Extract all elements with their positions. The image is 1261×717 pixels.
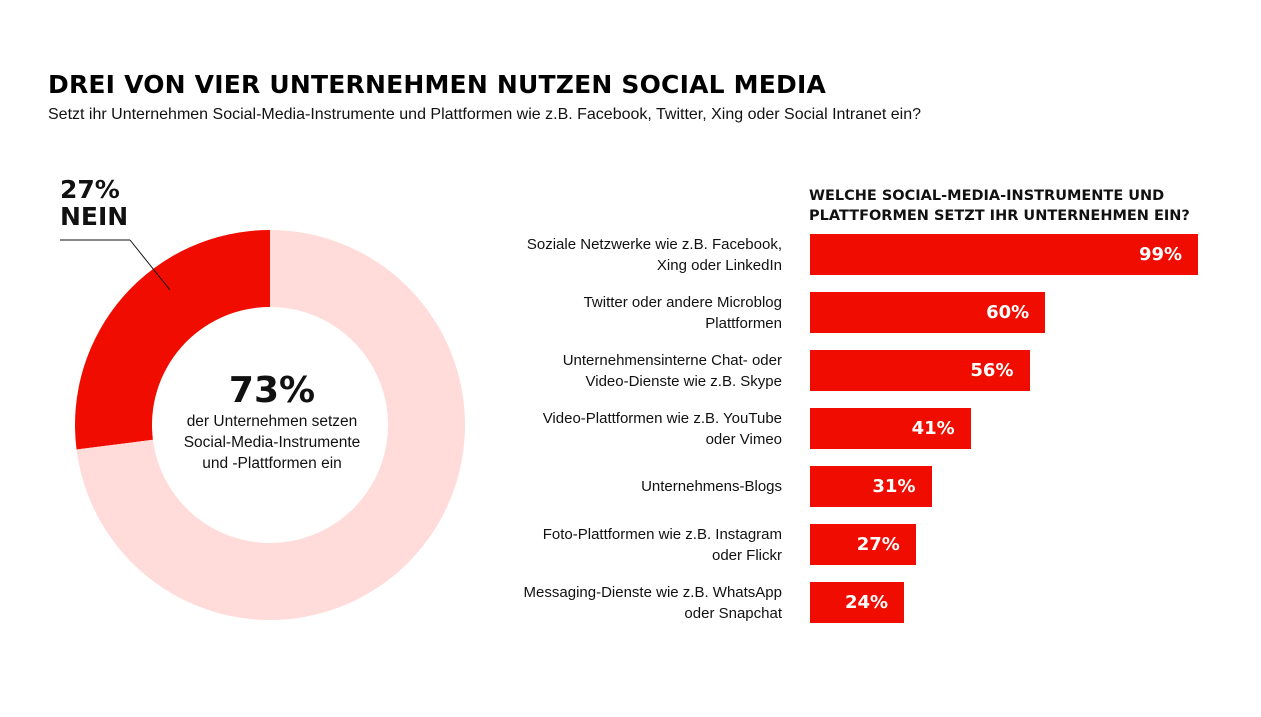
bar (810, 408, 971, 449)
bar (810, 466, 932, 507)
bar-category-label: Messaging-Dienste wie z.B. WhatsApp oder … (482, 582, 782, 624)
bar-value-label: 56% (970, 360, 1014, 381)
donut-slice-no (74, 230, 270, 450)
bar-category-line: oder Vimeo (705, 430, 782, 448)
bar-category-line: Plattformen (705, 314, 782, 332)
bar-value-label: 24% (845, 592, 889, 613)
bar-category-label: Unternehmens-Blogs (482, 476, 782, 497)
bar-category-line: Soziale Netzwerke wie z.B. Facebook, (526, 235, 782, 253)
bar-value-label: 60% (986, 302, 1030, 323)
bar-chart-title-line: PLATTFORMEN SETZT IHR UNTERNEHMEN EIN? (809, 208, 1190, 224)
bar (810, 292, 1046, 333)
bar-category-label: Twitter oder andere Microblog Plattformen (482, 292, 782, 334)
bar-category-line: Twitter oder andere Microblog (583, 293, 782, 311)
bar-category-line: Unternehmensinterne Chat- oder (562, 351, 782, 369)
bar-chart-title: WELCHE SOCIAL-MEDIA-INSTRUMENTE UND PLAT… (809, 186, 1229, 226)
bar (810, 234, 1199, 275)
no-share-value: 27% (60, 175, 120, 204)
donut-chart (74, 230, 465, 620)
bar-category-label: Video-Plattformen wie z.B. YouTube oder V… (482, 408, 782, 450)
bar-value-label: 27% (856, 534, 900, 555)
bar-category-line: Xing oder LinkedIn (656, 256, 782, 274)
bar-value-label: 31% (872, 476, 916, 497)
bar (810, 524, 916, 565)
bar-category-line: Messaging-Dienste wie z.B. WhatsApp (523, 583, 782, 601)
page-title: DREI VON VIER UNTERNEHMEN NUTZEN SOCIAL … (48, 70, 827, 99)
bar-category-label: Unternehmensinterne Chat- oder Video-Dien… (482, 350, 782, 392)
bar-category-line: Unternehmens-Blogs (641, 478, 782, 495)
bar-category-line: oder Flickr (711, 546, 782, 564)
bar-category-line: Video-Dienste wie z.B. Skype (585, 372, 783, 390)
page-subtitle: Setzt ihr Unternehmen Social-Media-Instr… (48, 106, 922, 123)
bar (810, 350, 1030, 391)
donut-center-line: und -Plattformen ein (202, 455, 342, 472)
bar-category-label: Soziale Netzwerke wie z.B. Facebook, Xing… (482, 234, 782, 276)
donut-slice-yes (76, 230, 465, 620)
bar (810, 582, 905, 623)
donut-center-line: Social-Media-Instrumente (183, 434, 361, 451)
bar-category-line: Foto-Plattformen wie z.B. Instagram (542, 525, 782, 543)
donut-center-line: der Unternehmen setzen (186, 413, 358, 430)
bar-category-line: oder Snapchat (684, 604, 782, 622)
no-share-label: NEIN (60, 202, 129, 231)
donut-center-value: 73% (228, 370, 316, 411)
bar-chart-title-line: WELCHE SOCIAL-MEDIA-INSTRUMENTE UND (809, 188, 1165, 204)
bar-category-label: Foto-Plattformen wie z.B. Instagram oder … (482, 524, 782, 566)
bar-value-label: 41% (911, 418, 955, 439)
bar-category-line: Video-Plattformen wie z.B. YouTube (542, 409, 782, 427)
donut-center-text: der Unternehmen setzen Social-Media-Inst… (162, 411, 382, 474)
bar-value-label: 99% (1139, 244, 1183, 265)
